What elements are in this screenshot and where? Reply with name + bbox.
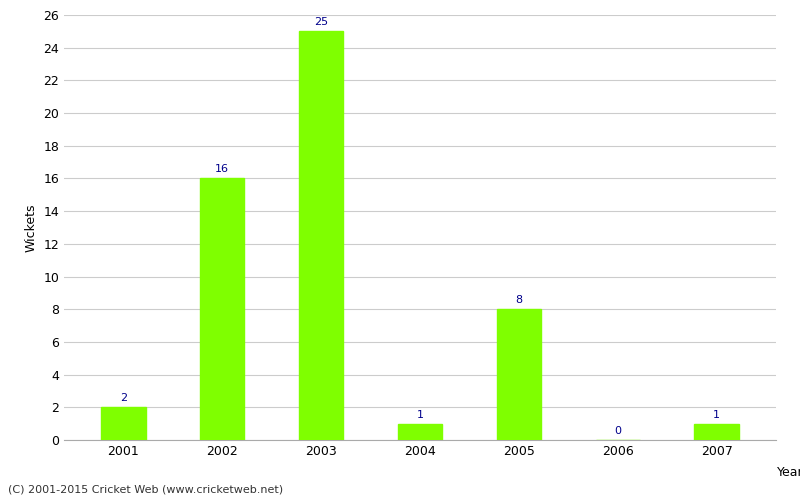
Bar	[101, 408, 146, 440]
Bar	[299, 32, 343, 440]
Bar	[200, 178, 245, 440]
Text: 16: 16	[215, 164, 230, 174]
Bar	[497, 309, 541, 440]
Y-axis label: Wickets: Wickets	[25, 203, 38, 252]
Text: 1: 1	[417, 410, 423, 420]
Bar	[694, 424, 739, 440]
X-axis label: Year: Year	[777, 466, 800, 478]
Text: 1: 1	[713, 410, 720, 420]
Text: 8: 8	[515, 295, 522, 305]
Bar	[398, 424, 442, 440]
Text: (C) 2001-2015 Cricket Web (www.cricketweb.net): (C) 2001-2015 Cricket Web (www.cricketwe…	[8, 485, 283, 495]
Text: 2: 2	[120, 393, 127, 403]
Text: 0: 0	[614, 426, 622, 436]
Text: 25: 25	[314, 18, 328, 28]
